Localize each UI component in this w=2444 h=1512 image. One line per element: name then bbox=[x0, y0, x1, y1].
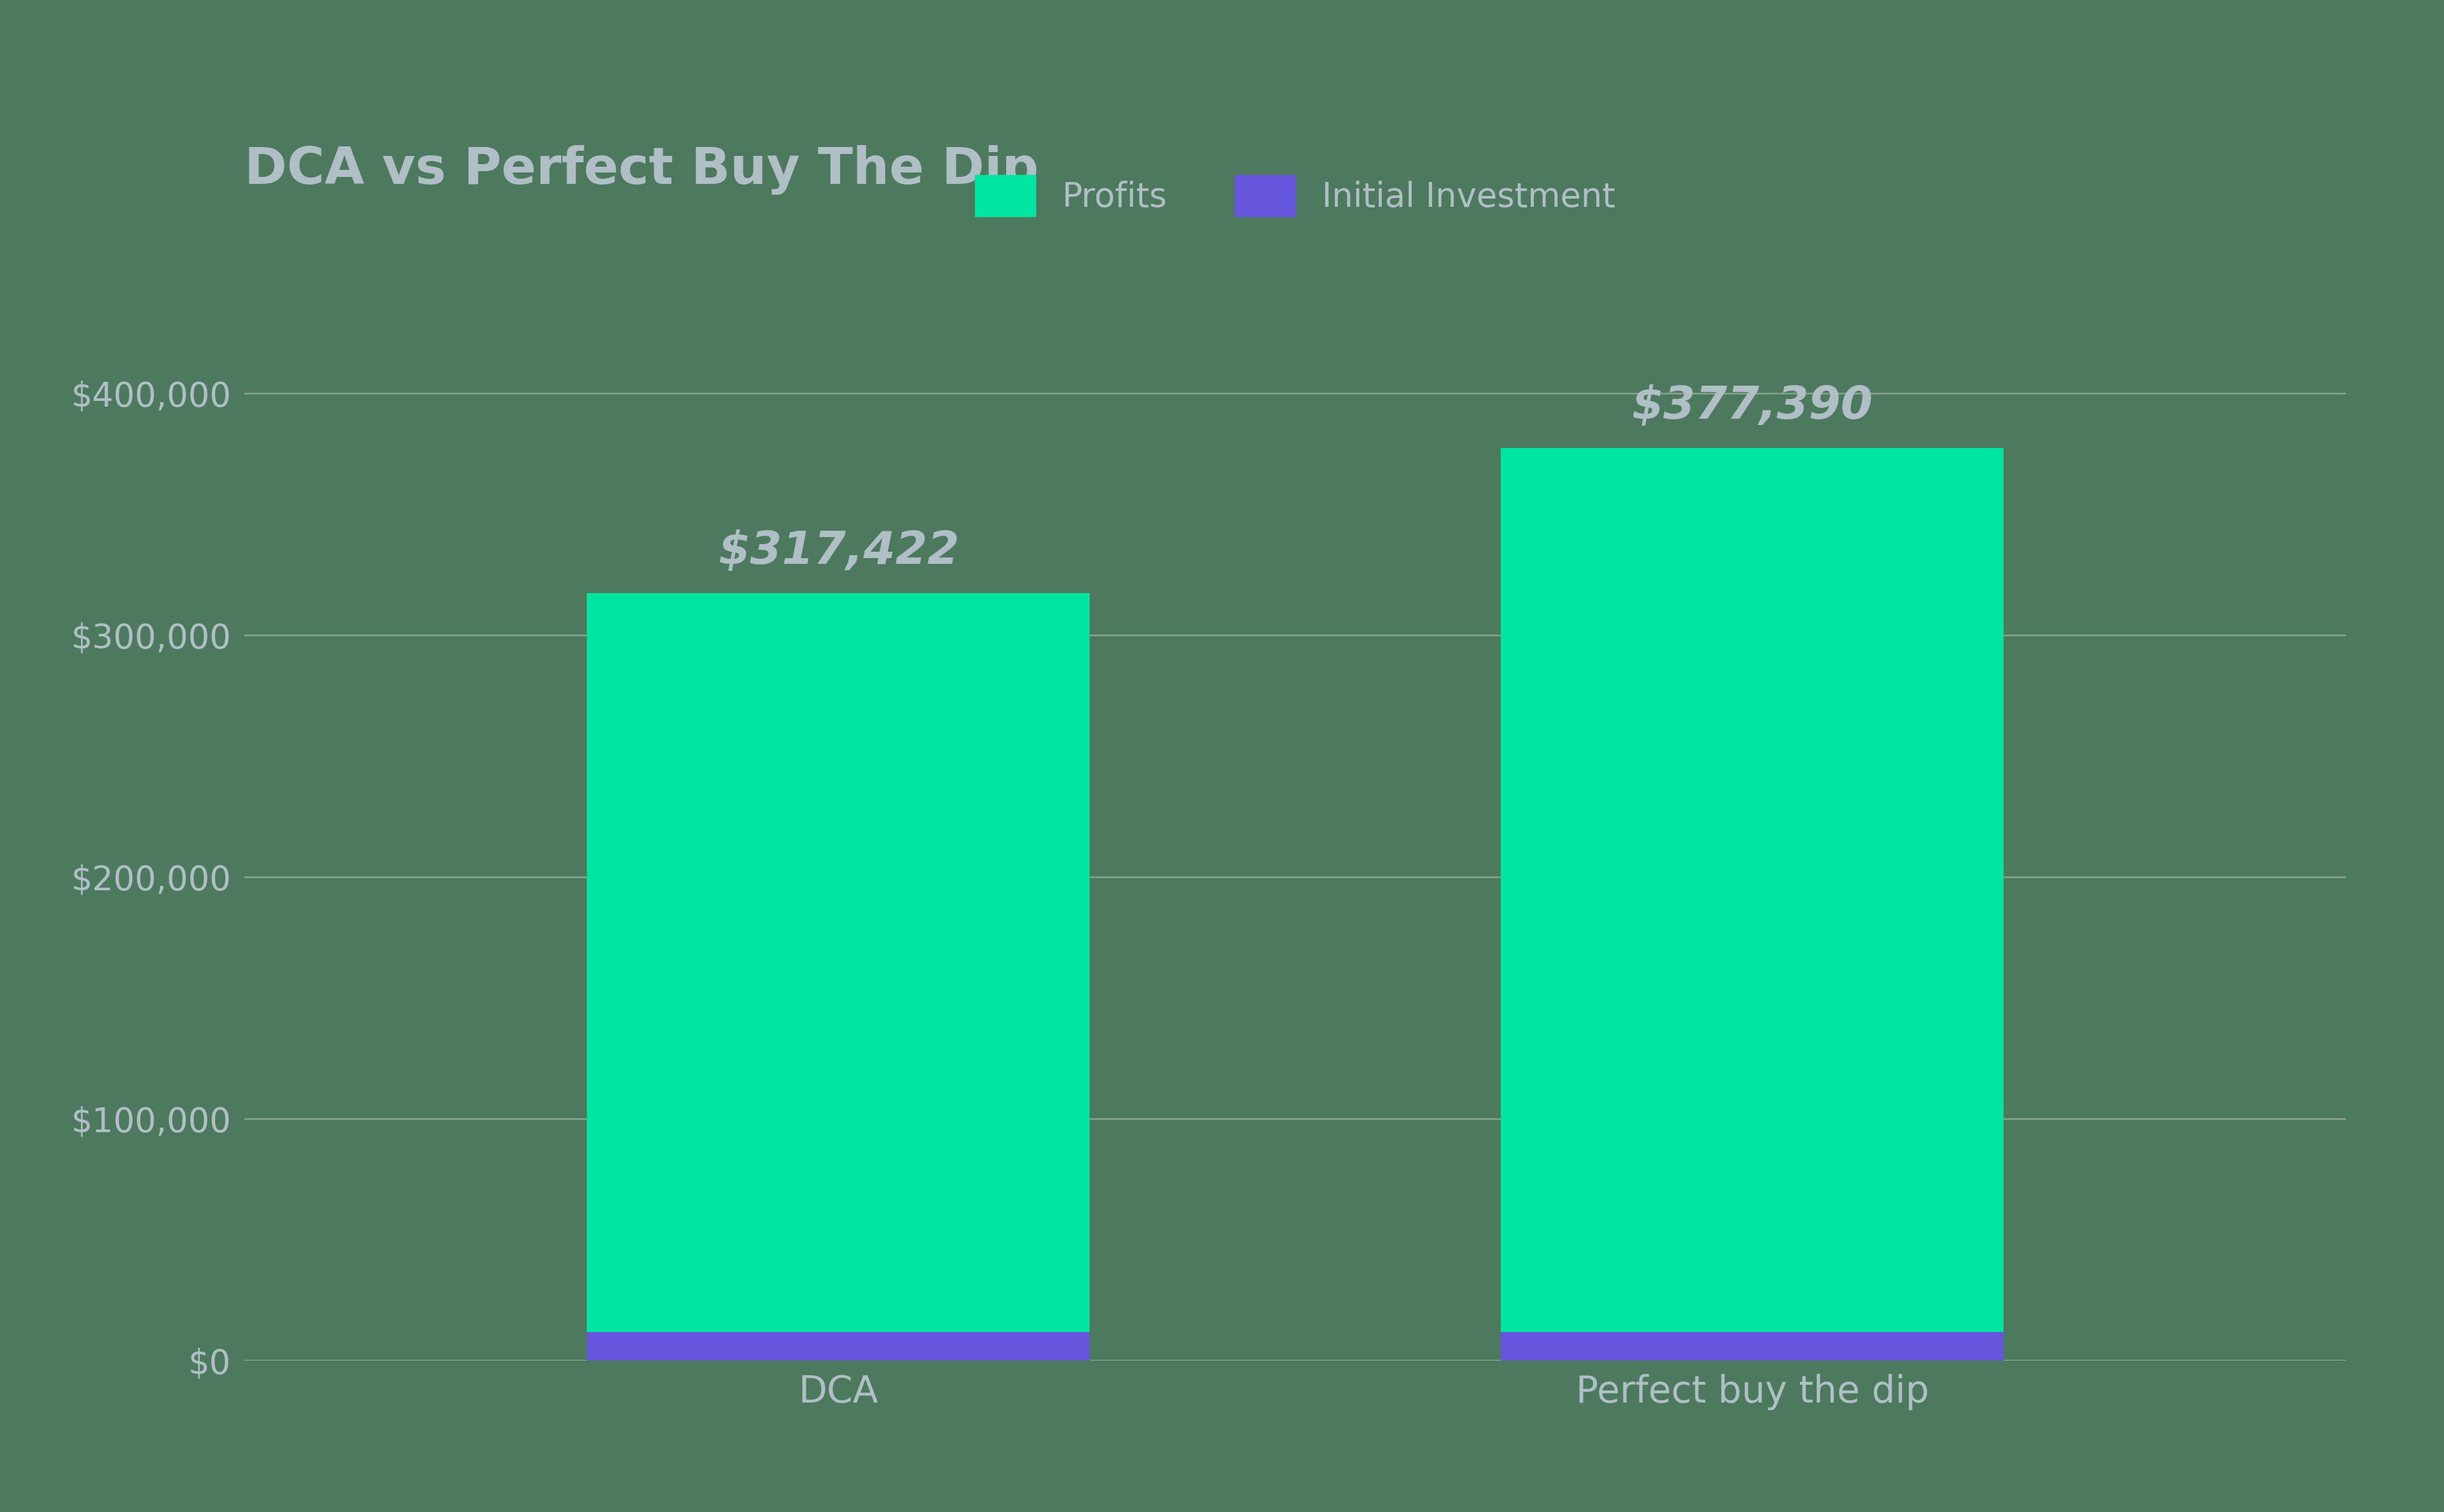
Bar bbox=[587, 1332, 1090, 1361]
Text: DCA vs Perfect Buy The Dip: DCA vs Perfect Buy The Dip bbox=[244, 145, 1039, 195]
Bar bbox=[1501, 1332, 2004, 1361]
Bar bbox=[1501, 448, 2004, 1332]
Text: $317,422: $317,422 bbox=[719, 529, 958, 573]
Bar bbox=[587, 593, 1090, 1332]
Text: $377,390: $377,390 bbox=[1633, 384, 1872, 428]
Legend: Profits, Initial Investment: Profits, Initial Investment bbox=[958, 159, 1633, 233]
